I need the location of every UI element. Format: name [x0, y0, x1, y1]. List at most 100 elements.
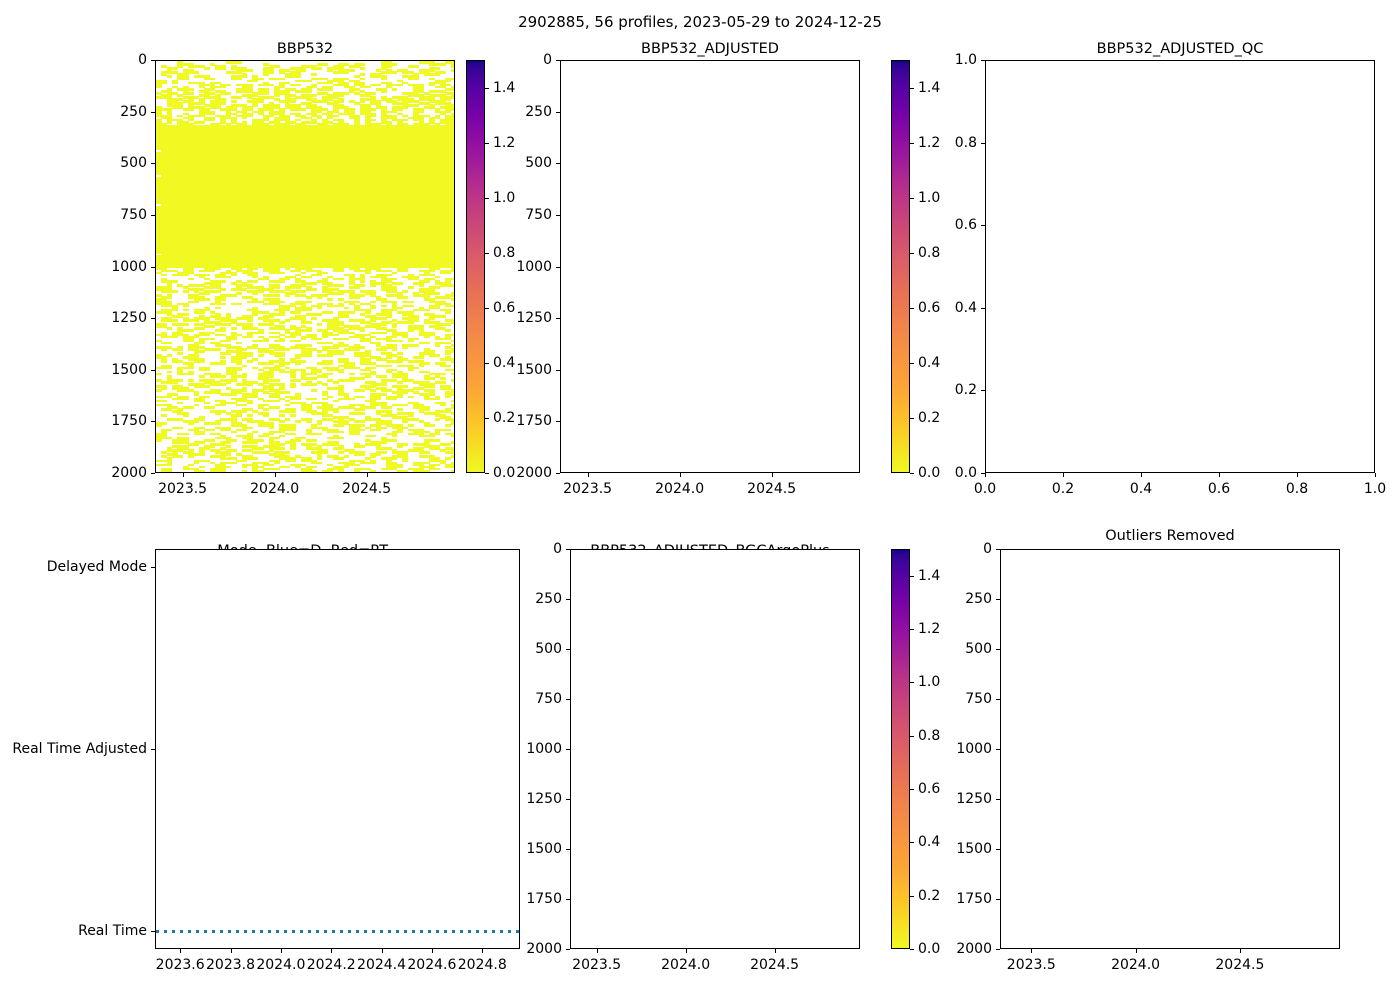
heatmap-cell: [322, 310, 334, 314]
heatmap-cell: [375, 447, 393, 450]
heatmap-cell: [391, 455, 409, 459]
heatmap-cell: [306, 98, 318, 101]
colorbar-tick-label: 0.0: [918, 465, 941, 481]
heatmap-cell: [450, 348, 454, 351]
heatmap-cell: [241, 281, 248, 285]
heatmap-cell: [300, 374, 307, 378]
heatmap-cell: [450, 469, 454, 472]
panel-outliers-removed[interactable]: [1000, 549, 1340, 949]
heatmap-cell: [418, 269, 435, 273]
heatmap-cell: [182, 420, 200, 423]
heatmap-cell: [263, 71, 275, 74]
heatmap-cell: [204, 91, 216, 95]
panel-bbp532-adjusted-qc[interactable]: [985, 60, 1375, 473]
heatmap-cell: [166, 312, 173, 316]
y-tick-label: 750: [120, 206, 147, 223]
heatmap-cell: [156, 463, 173, 467]
heatmap-cell: [332, 71, 350, 74]
panel-mode[interactable]: [155, 549, 520, 949]
heatmap-cell: [156, 178, 454, 182]
y-tick: [556, 473, 560, 474]
heatmap-cell: [418, 362, 430, 366]
heatmap-cell: [279, 362, 291, 366]
heatmap-cell: [348, 292, 355, 295]
heatmap-cell: [182, 269, 194, 273]
heatmap-cell: [252, 447, 264, 450]
heatmap-cell: [391, 106, 409, 110]
heatmap-cell: [273, 94, 280, 97]
heatmap-cell: [391, 87, 398, 91]
heatmap-cell: [327, 284, 344, 287]
heatmap-cell: [273, 308, 291, 312]
panel-bbp532-adjusted[interactable]: [560, 60, 860, 473]
heatmap-cell: [418, 329, 425, 333]
panel-bbp532-adjusted-bgcargoplus[interactable]: [570, 549, 860, 949]
heatmap-cell: [359, 110, 371, 114]
heatmap-cell: [220, 120, 227, 124]
heatmap-cell: [231, 273, 237, 277]
heatmap-cell: [402, 376, 409, 380]
x-tick: [482, 949, 484, 953]
heatmap-cell: [257, 89, 269, 93]
heatmap-cell: [161, 253, 454, 256]
heatmap-cell: [391, 302, 398, 306]
heatmap-cell: [156, 220, 454, 223]
heatmap-cell: [327, 368, 344, 372]
heatmap-cell: [375, 343, 382, 347]
panel-title-bbp532-adjusted: BBP532_ADJUSTED: [641, 41, 779, 57]
heatmap-cell: [156, 432, 168, 436]
heatmap-cell: [434, 281, 452, 285]
heatmap-cell: [413, 292, 419, 295]
heatmap-cell: [397, 310, 414, 314]
heatmap-cell: [268, 449, 275, 452]
panel-bbp532[interactable]: [155, 60, 455, 473]
heatmap-cell: [268, 286, 280, 289]
heatmap-cell: [450, 449, 454, 452]
heatmap-cell: [407, 414, 414, 417]
heatmap-cell: [156, 176, 454, 180]
heatmap-cell: [166, 281, 173, 285]
heatmap-cell: [172, 314, 184, 318]
heatmap-cell: [177, 407, 184, 411]
heatmap-cell: [214, 329, 227, 333]
heatmap-cell: [241, 106, 253, 110]
heatmap-cell: [166, 67, 178, 70]
heatmap-cell: [193, 403, 200, 407]
heatmap-cell: [204, 381, 221, 384]
heatmap-cell: [306, 112, 318, 116]
heatmap-cell: [156, 186, 454, 190]
heatmap-cell: [322, 418, 334, 421]
heatmap-cell: [381, 381, 387, 384]
heatmap-cell: [225, 112, 237, 116]
heatmap-cell: [156, 170, 454, 174]
y-tick: [151, 567, 155, 569]
heatmap-cell: [263, 445, 280, 448]
heatmap-cell: [348, 286, 360, 289]
heatmap-cell: [402, 75, 419, 79]
heatmap-cell: [316, 457, 323, 461]
heatmap-cell: [359, 73, 366, 77]
heatmap-cell: [172, 331, 184, 335]
heatmap-cell: [188, 343, 200, 347]
heatmap-cell: [413, 73, 419, 77]
heatmap-cell: [225, 368, 243, 372]
heatmap-cell: [204, 306, 210, 310]
y-tick-label: 1250: [516, 310, 552, 327]
y-tick-label: 0: [543, 52, 552, 68]
heatmap-cell: [156, 125, 454, 128]
heatmap-cell: [193, 432, 205, 436]
heatmap-cell: [375, 445, 382, 448]
x-tick: [1219, 473, 1220, 477]
heatmap-cell: [177, 65, 184, 68]
heatmap-cell: [439, 83, 452, 87]
heatmap-cell: [252, 409, 259, 413]
heatmap-cell: [450, 339, 454, 343]
heatmap-cell: [418, 455, 435, 459]
heatmap-cell: [364, 416, 371, 419]
heatmap-cell: [268, 65, 280, 68]
heatmap-cell: [257, 405, 264, 409]
heatmap-cell: [434, 279, 441, 283]
heatmap-cell: [332, 104, 344, 108]
heatmap-cell: [381, 65, 393, 68]
heatmap-cell: [402, 114, 409, 118]
